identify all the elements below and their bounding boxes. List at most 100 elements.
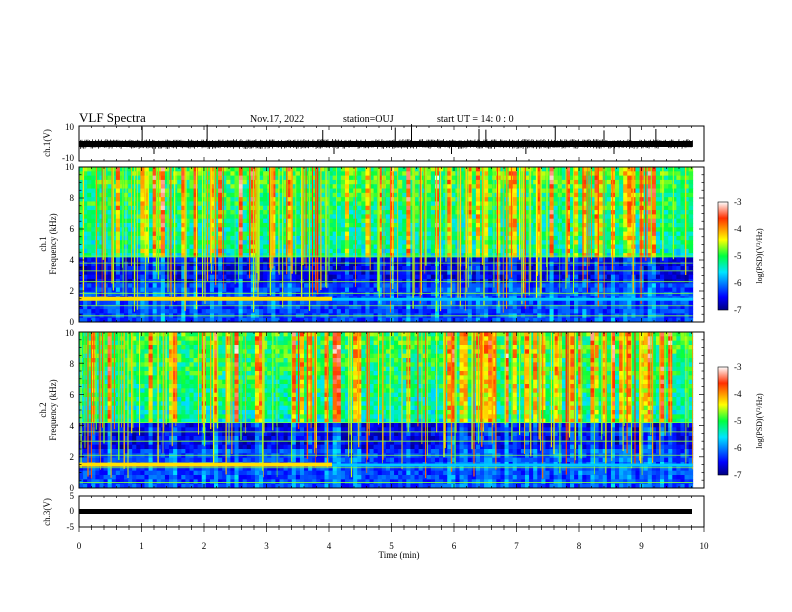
spec-cell: [275, 201, 280, 207]
spec-cell: [91, 179, 96, 185]
spec-cell: [598, 278, 604, 284]
spec-cell: [173, 179, 178, 185]
spec-cell: [160, 309, 166, 314]
spec-cell: [389, 201, 395, 207]
spec-cell: [209, 278, 215, 284]
spec-cell: [631, 300, 636, 306]
spec-cell: [578, 184, 583, 189]
spec-cell: [606, 201, 612, 207]
spec-cell: [320, 210, 325, 215]
spec-cell: [91, 218, 96, 224]
spec-cell: [394, 278, 399, 284]
spec-cell: [537, 244, 542, 250]
spec-cell: [639, 309, 645, 314]
spec-cell: [308, 227, 313, 232]
spec-cell: [144, 214, 149, 220]
spec-cell: [639, 184, 645, 189]
spec-cell: [492, 175, 497, 181]
spec-cell: [619, 253, 624, 258]
spec-cell: [627, 283, 632, 288]
spec-cell: [107, 227, 113, 232]
spec-cell: [156, 287, 162, 293]
spec-cell: [369, 179, 374, 185]
spec-cell: [623, 205, 628, 211]
spec-cell: [389, 171, 395, 177]
spec-cell: [242, 167, 248, 172]
spec-cell: [357, 248, 362, 254]
spec-cell: [275, 197, 280, 202]
spec-cell: [189, 201, 194, 207]
spec-cell: [582, 214, 587, 220]
spec-cell: [136, 235, 141, 241]
spec-cell: [275, 188, 280, 194]
spec-cell: [99, 184, 104, 189]
spec-cell: [492, 227, 497, 232]
spec-cell: [344, 278, 350, 284]
spec-cell: [549, 188, 555, 194]
spec-cell: [578, 283, 583, 288]
spec-cell: [226, 300, 231, 306]
spec-cell: [377, 261, 383, 267]
spec-cell: [250, 175, 256, 181]
spec-cell: [529, 179, 534, 185]
spec-cell: [218, 248, 223, 254]
spec-cell: [246, 248, 252, 254]
spec-cell: [173, 184, 178, 189]
spec-cell: [336, 192, 342, 198]
spec-cell: [533, 287, 538, 293]
spec-cell: [357, 278, 362, 284]
spec-cell: [160, 205, 166, 211]
spec-cell: [336, 266, 342, 271]
spec-cell: [389, 188, 395, 194]
spec-cell: [434, 197, 440, 202]
spec-cell: [430, 214, 436, 220]
spec-cell: [353, 317, 358, 323]
spec-cell: [516, 270, 522, 276]
spec-cell: [619, 270, 624, 276]
spec-cell: [291, 201, 297, 207]
spec-cell: [238, 304, 244, 310]
spec-cell: [144, 257, 149, 263]
spec-cell: [598, 257, 604, 263]
spec-cell: [377, 309, 383, 314]
spec-cell: [99, 222, 104, 228]
spec-cell: [115, 214, 121, 220]
spec-cell: [627, 201, 632, 207]
spec-cell: [185, 192, 190, 198]
spec-cell: [328, 300, 334, 306]
spec-cell: [185, 171, 190, 177]
spec-cell: [189, 278, 194, 284]
spec-cell: [406, 184, 411, 189]
spec-cell: [152, 222, 158, 228]
spec-cell: [275, 167, 280, 172]
spec-cell: [377, 222, 383, 228]
spec-cell: [389, 175, 395, 181]
spec-cell: [340, 248, 346, 254]
spec-cell: [279, 171, 284, 177]
spec-cell: [91, 235, 96, 241]
spec-cell: [189, 175, 194, 181]
spec-cell: [627, 214, 632, 220]
spec-cell: [582, 304, 587, 310]
spec-cell: [263, 222, 268, 228]
spec-cell: [623, 270, 628, 276]
spec-cell: [349, 291, 354, 297]
spec-cell: [103, 197, 109, 202]
spec-cell: [398, 304, 403, 310]
spec-cell: [471, 257, 477, 263]
spec-cell: [615, 210, 620, 215]
spec-cell: [426, 214, 432, 220]
spec-cell: [439, 231, 444, 237]
spec-cell: [181, 192, 186, 198]
spec-cell: [320, 227, 325, 232]
spec-cell: [418, 179, 424, 185]
spec-cell: [181, 222, 186, 228]
spec-cell: [402, 231, 407, 237]
spec-cell: [177, 270, 182, 276]
spec-cell: [119, 283, 125, 288]
spec-cell: [226, 248, 231, 254]
spec-cell: [488, 309, 493, 314]
spec-cell: [226, 171, 231, 177]
spec-cell: [430, 248, 436, 254]
spec-cell: [639, 201, 645, 207]
